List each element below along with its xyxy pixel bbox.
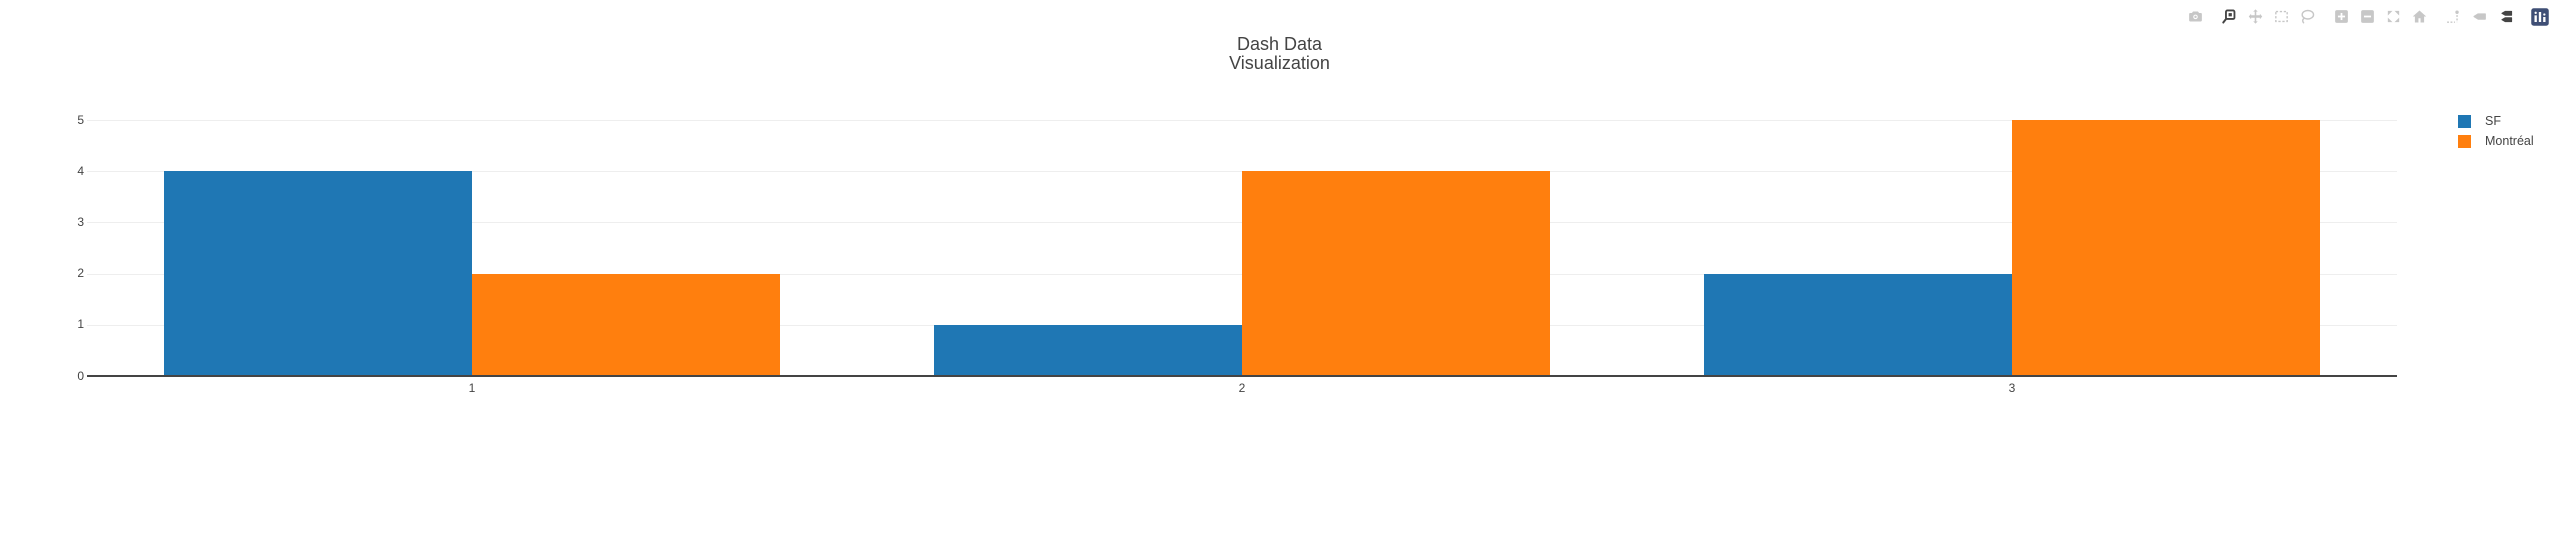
bar-montreal-2[interactable] (1242, 171, 1550, 376)
box-select-icon[interactable] (2271, 6, 2292, 27)
zoom-out-icon[interactable] (2357, 6, 2378, 27)
gridline (87, 120, 2397, 121)
legend-item-sf[interactable]: SF (2458, 111, 2534, 131)
lasso-select-icon[interactable] (2297, 6, 2318, 27)
legend-swatch (2458, 114, 2471, 128)
pan-icon[interactable] (2245, 6, 2266, 27)
legend-item-montreal[interactable]: Montréal (2458, 131, 2534, 151)
zoom-in-icon[interactable] (2331, 6, 2352, 27)
plotly-modebar (2185, 6, 2550, 27)
x-axis-zero-line (87, 375, 2397, 377)
modebar-group (2529, 6, 2550, 27)
modebar-group (2185, 6, 2206, 27)
x-axis-tick-label: 2 (1238, 381, 1246, 395)
bar-sf-2[interactable] (934, 324, 1242, 376)
hover-compare-icon[interactable] (2495, 6, 2516, 27)
y-axis-tick-label: 2 (77, 266, 84, 281)
x-axis-tick-label: 3 (2008, 381, 2016, 395)
modebar-group (2331, 6, 2430, 27)
chart-title-line1: Dash Data (1236, 34, 1323, 54)
legend-label: SF (2485, 114, 2501, 128)
chart-title: Dash Data Visualization (0, 35, 2559, 73)
y-axis-tick-label: 0 (77, 368, 84, 383)
reset-axes-home-icon[interactable] (2409, 6, 2430, 27)
modebar-group (2219, 6, 2318, 27)
bar-sf-1[interactable] (164, 171, 472, 376)
modebar-group (2443, 6, 2516, 27)
zoom-icon[interactable] (2219, 6, 2240, 27)
plotly-logo-icon[interactable] (2529, 6, 2550, 27)
hover-closest-icon[interactable] (2469, 6, 2490, 27)
y-axis-tick-label: 3 (77, 214, 84, 229)
legend: SF Montréal (2458, 111, 2534, 151)
x-axis-tick-label: 1 (468, 381, 476, 395)
autoscale-icon[interactable] (2383, 6, 2404, 27)
y-axis-tick-label: 4 (77, 163, 84, 178)
bar-sf-3[interactable] (1704, 273, 2012, 376)
bar-montreal-3[interactable] (2012, 120, 2320, 376)
camera-icon[interactable] (2185, 6, 2206, 27)
y-axis-tick-label: 5 (77, 112, 84, 127)
legend-label: Montréal (2485, 134, 2534, 148)
toggle-spikelines-icon[interactable] (2443, 6, 2464, 27)
legend-swatch (2458, 134, 2471, 148)
bar-montreal-1[interactable] (472, 273, 780, 376)
chart-title-line2: Visualization (1229, 53, 1330, 73)
y-axis-tick-label: 1 (77, 317, 84, 332)
